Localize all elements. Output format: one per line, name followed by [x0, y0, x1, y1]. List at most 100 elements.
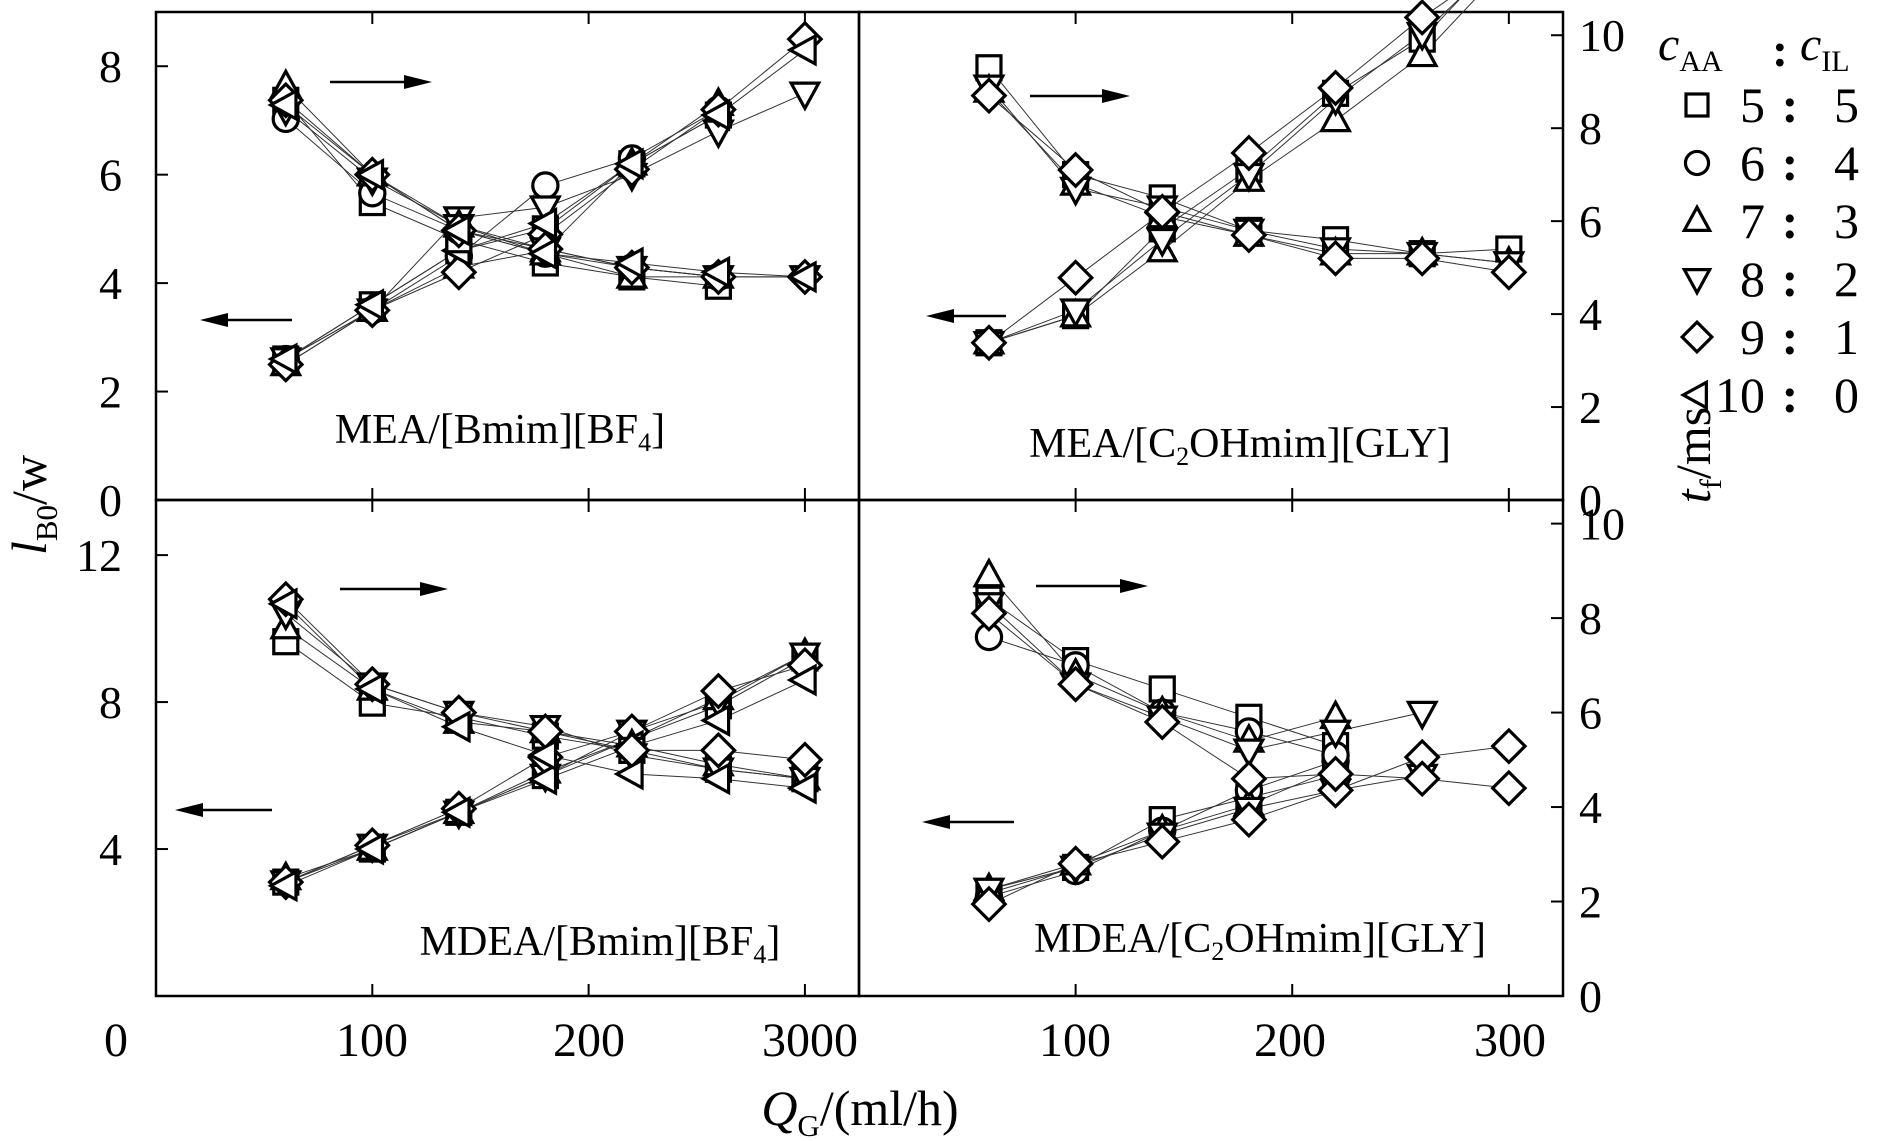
- data-point-triangle-up: [972, 557, 1006, 588]
- data-point-triangle-left: [353, 288, 385, 322]
- data-point-diamond: [970, 885, 1008, 923]
- data-point-triangle-up: [1319, 102, 1353, 133]
- legend-value-b: 3: [1834, 193, 1859, 249]
- legend-colon: :: [1782, 77, 1799, 133]
- data-point-diamond: [1403, 0, 1441, 36]
- y-right-tick-label: 2: [1579, 877, 1602, 928]
- data-point-diamond: [970, 77, 1008, 115]
- legend-marker-diamond: [1679, 319, 1715, 355]
- data-point-diamond: [786, 741, 824, 779]
- y-left-axis-title-text: lB0/w: [1, 455, 64, 555]
- arrow-left-icon: [922, 815, 1014, 829]
- data-point-triangle-left: [700, 762, 731, 796]
- legend-marker-circle: [1683, 149, 1711, 177]
- legend-header-a: cAA: [1658, 18, 1723, 78]
- legend-header-colon: :: [1772, 24, 1788, 77]
- legend-value-b: 1: [1834, 309, 1859, 365]
- x-tick-label: 0: [104, 1014, 128, 1067]
- data-point-diamond: [1317, 755, 1355, 793]
- data-point-triangle-left: [267, 587, 298, 621]
- panel-frame: [857, 498, 1565, 998]
- data-point-diamond: [1143, 703, 1181, 741]
- x-tick-label: 200: [1254, 1014, 1326, 1067]
- data-point-triangle-left: [700, 98, 731, 132]
- y-right-tick-label: 10: [1579, 10, 1625, 61]
- arrow-left-icon: [200, 313, 292, 327]
- legend-value-b: 0: [1834, 367, 1859, 423]
- data-point-triangle-left: [527, 762, 558, 796]
- arrow-left-icon: [175, 803, 272, 817]
- data-point-diamond: [699, 731, 737, 769]
- data-point-triangle-left: [440, 710, 471, 744]
- legend-layer: cAA cIL:5:56:47:38:29:110:0: [1658, 18, 1859, 423]
- data-point-diamond: [1317, 239, 1355, 277]
- data-point-diamond: [1057, 665, 1095, 703]
- data-point-triangle-left: [527, 738, 558, 772]
- panel-title: MEA/[Bmim][BF4]: [335, 407, 665, 457]
- y-left-tick-label: 8: [99, 677, 122, 728]
- y-right-tick-label: 6: [1579, 196, 1602, 247]
- x-tick-label: 200: [553, 1014, 625, 1067]
- legend-value-b: 5: [1834, 77, 1859, 133]
- data-point-diamond: [1490, 727, 1528, 765]
- data-point-triangle-left: [353, 672, 385, 706]
- arrow-right-icon: [1036, 579, 1148, 593]
- y-right-tick-label: 4: [1579, 782, 1602, 833]
- legend-value-a: 6: [1740, 135, 1765, 191]
- arrow-right-icon: [330, 75, 432, 89]
- x-tick-label: 300: [1474, 1014, 1546, 1067]
- data-point-diamond: [1490, 769, 1528, 807]
- arrow-right-icon: [340, 582, 448, 596]
- data-point-triangle-down: [528, 195, 562, 226]
- legend-marker-square: [1684, 92, 1710, 118]
- data-point-triangle-left: [700, 703, 731, 737]
- x-tick-label: 3000: [762, 1014, 858, 1067]
- data-point-triangle-left: [786, 260, 817, 294]
- lB0w-line: [988, 775, 1423, 890]
- data-point-triangle-down: [1232, 738, 1266, 769]
- tf-line: [285, 86, 719, 278]
- data-point-triangle-left: [700, 255, 731, 289]
- tf-line: [988, 603, 1423, 751]
- y-left-tick-label: 8: [99, 41, 122, 92]
- data-point-triangle-left: [440, 795, 471, 829]
- data-point-diamond: [1230, 216, 1268, 254]
- data-point-diamond: [1143, 823, 1181, 861]
- data-point-triangle-down: [1319, 719, 1353, 750]
- data-point-triangle-left: [353, 832, 385, 866]
- panel-title: MEA/[C2OHmim][GLY]: [1029, 421, 1451, 471]
- data-point-triangle-left: [440, 213, 471, 247]
- y-right-tick-label: 0: [1579, 971, 1602, 1022]
- panels-layer: MEA/[Bmim][BF4] MEA/[C2OHmim][GLY] MDEA/[B…: [154, 0, 1565, 998]
- data-point-triangle-down: [1405, 700, 1439, 731]
- legend-marker-triangle-down: [1681, 268, 1713, 297]
- data-point-triangle-left: [267, 342, 298, 376]
- legend-colon: :: [1782, 309, 1799, 365]
- data-point-triangle-left: [786, 33, 817, 67]
- legend-marker-triangle-left: [1679, 379, 1708, 411]
- data-point-diamond: [1317, 69, 1355, 107]
- legend-colon: :: [1782, 251, 1799, 307]
- panel-title: MDEA/[Bmim][BF4]: [420, 919, 781, 969]
- legend-value-a: 5: [1740, 77, 1765, 133]
- arrow-right-icon: [1030, 89, 1130, 103]
- data-point-diamond: [1057, 259, 1095, 297]
- data-point-diamond: [699, 672, 737, 710]
- data-point-triangle-left: [267, 869, 298, 903]
- data-point-diamond: [1403, 760, 1441, 798]
- x-axis-title: QG/(ml/h): [761, 1080, 958, 1141]
- data-point-diamond: [1490, 253, 1528, 291]
- legend-colon: :: [1782, 367, 1799, 423]
- arrow-left-icon: [926, 309, 1006, 323]
- y-right-tick-label: 2: [1579, 382, 1602, 433]
- data-point-circle: [531, 171, 560, 200]
- y-left-tick-label: 2: [99, 367, 122, 418]
- y-left-tick-label: 6: [99, 150, 122, 201]
- data-point-diamond: [970, 324, 1008, 362]
- lB0w-line: [285, 103, 719, 365]
- legend-value-b: 4: [1834, 135, 1859, 191]
- legend-header-b: cIL: [1800, 18, 1850, 78]
- data-point-diamond: [1057, 845, 1095, 883]
- data-point-triangle-left: [527, 206, 558, 240]
